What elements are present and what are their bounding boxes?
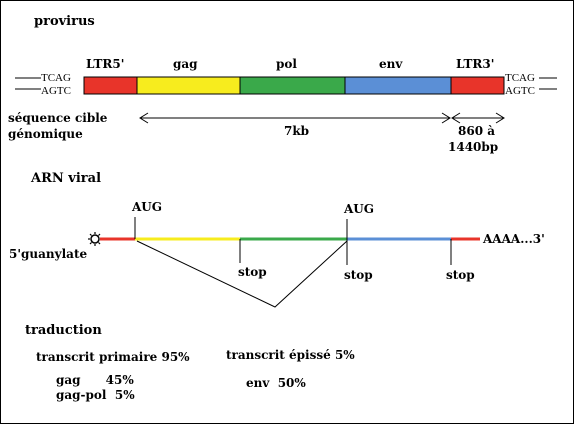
env-percent-label: env 50% [246, 376, 306, 390]
segment-pol [239, 76, 346, 95]
gagpol-percent-label: gag-pol 5% [56, 388, 135, 402]
arrow-head-right [441, 112, 451, 124]
length-7kb-label: 7kb [284, 124, 309, 138]
primary-transcript-label: transcrit primaire 95% [36, 350, 190, 364]
length-ltr-label-line2: 1440bp [448, 140, 498, 154]
cap-label: 5'guanylate [9, 247, 87, 261]
right-top-sequence: TCAG [505, 72, 535, 84]
label-ltr5: LTR5' [86, 57, 124, 71]
segment-ltr3 [450, 76, 505, 95]
segment-env [344, 76, 452, 95]
stop-label-1: stop [238, 265, 267, 279]
label-pol: pol [276, 57, 297, 71]
label-gag: gag [173, 57, 198, 71]
left-top-sequence: TCAG [41, 72, 71, 84]
ltr-arrow-head-left [451, 112, 461, 124]
label-env: env [379, 57, 403, 71]
segment-gag [136, 76, 241, 95]
length-ltr-label-line1: 860 à [458, 124, 495, 138]
polya-tail-label: AAAA...3' [482, 232, 545, 246]
right-bottom-sequence: AGTC [505, 85, 535, 97]
aug-label-1: AUG [131, 200, 162, 214]
provirus-title: provirus [34, 14, 95, 29]
stop-label-3: stop [446, 268, 475, 282]
left-bottom-sequence: AGTC [41, 85, 71, 97]
arn-title: ARN viral [30, 171, 101, 186]
gag-percent-label: gag 45% [56, 373, 134, 387]
ltr-arrow-head-right [495, 112, 505, 124]
stop-label-2: stop [344, 268, 373, 282]
target-sequence-label-line1: séquence cible [8, 111, 108, 125]
traduction-title: traduction [25, 323, 102, 338]
aug-label-2: AUG [343, 202, 374, 216]
splice-junction [136, 240, 348, 308]
arrow-head-left [139, 112, 149, 124]
label-ltr3: LTR3' [456, 57, 494, 71]
segment-ltr5 [83, 76, 138, 95]
cap-icon [90, 234, 100, 244]
target-sequence-label-line2: génomique [8, 127, 83, 141]
spliced-transcript-label: transcrit épissé 5% [226, 348, 355, 362]
